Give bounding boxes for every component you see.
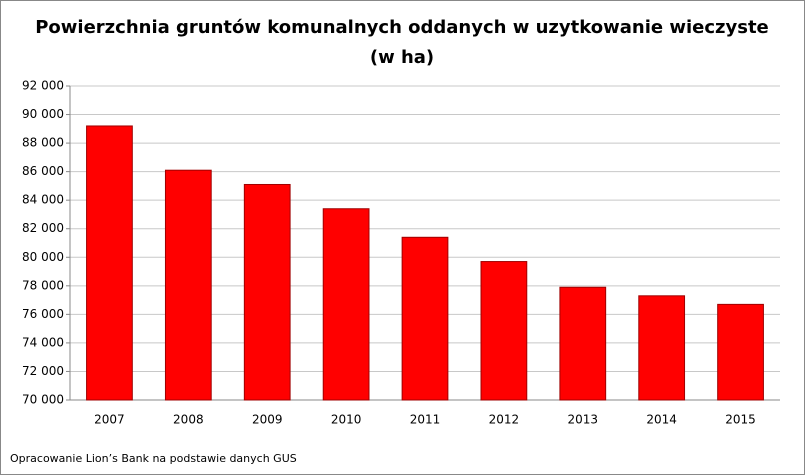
x-tick-label: 2014 <box>646 413 677 427</box>
x-tick-label: 2015 <box>725 413 756 427</box>
bar <box>401 236 449 401</box>
y-tick-label: 74 000 <box>22 335 64 349</box>
chart-title: (w ha) <box>370 47 434 68</box>
chart-title: Powierzchnia gruntów komunalnych oddanyc… <box>35 17 769 38</box>
y-tick-label: 80 000 <box>22 250 64 264</box>
x-tick-label: 2013 <box>568 413 599 427</box>
x-tick-label: 2010 <box>331 413 362 427</box>
x-tick-label: 2007 <box>94 413 125 427</box>
bar <box>638 295 686 401</box>
bar <box>164 169 212 401</box>
y-tick-label: 92 000 <box>22 79 64 93</box>
x-tick-label: 2011 <box>410 413 441 427</box>
y-tick-label: 88 000 <box>22 136 64 150</box>
x-tick-label: 2009 <box>252 413 283 427</box>
y-tick-label: 76 000 <box>22 307 64 321</box>
x-tick-label: 2008 <box>173 413 204 427</box>
x-tick-label: 2012 <box>489 413 520 427</box>
y-tick-label: 84 000 <box>22 193 64 207</box>
y-tick-label: 90 000 <box>22 107 64 121</box>
y-tick-label: 86 000 <box>22 164 64 178</box>
y-tick-label: 72 000 <box>22 364 64 378</box>
bar <box>559 286 607 401</box>
y-tick-label: 78 000 <box>22 278 64 292</box>
bar <box>717 303 764 401</box>
y-tick-label: 82 000 <box>22 221 64 235</box>
bar <box>243 183 291 401</box>
y-tick-label: 70 000 <box>22 393 64 407</box>
bar <box>322 208 370 401</box>
bar <box>480 261 528 401</box>
source-note: Opracowanie Lion’s Bank na podstawie dan… <box>10 452 297 465</box>
bar <box>86 125 133 401</box>
